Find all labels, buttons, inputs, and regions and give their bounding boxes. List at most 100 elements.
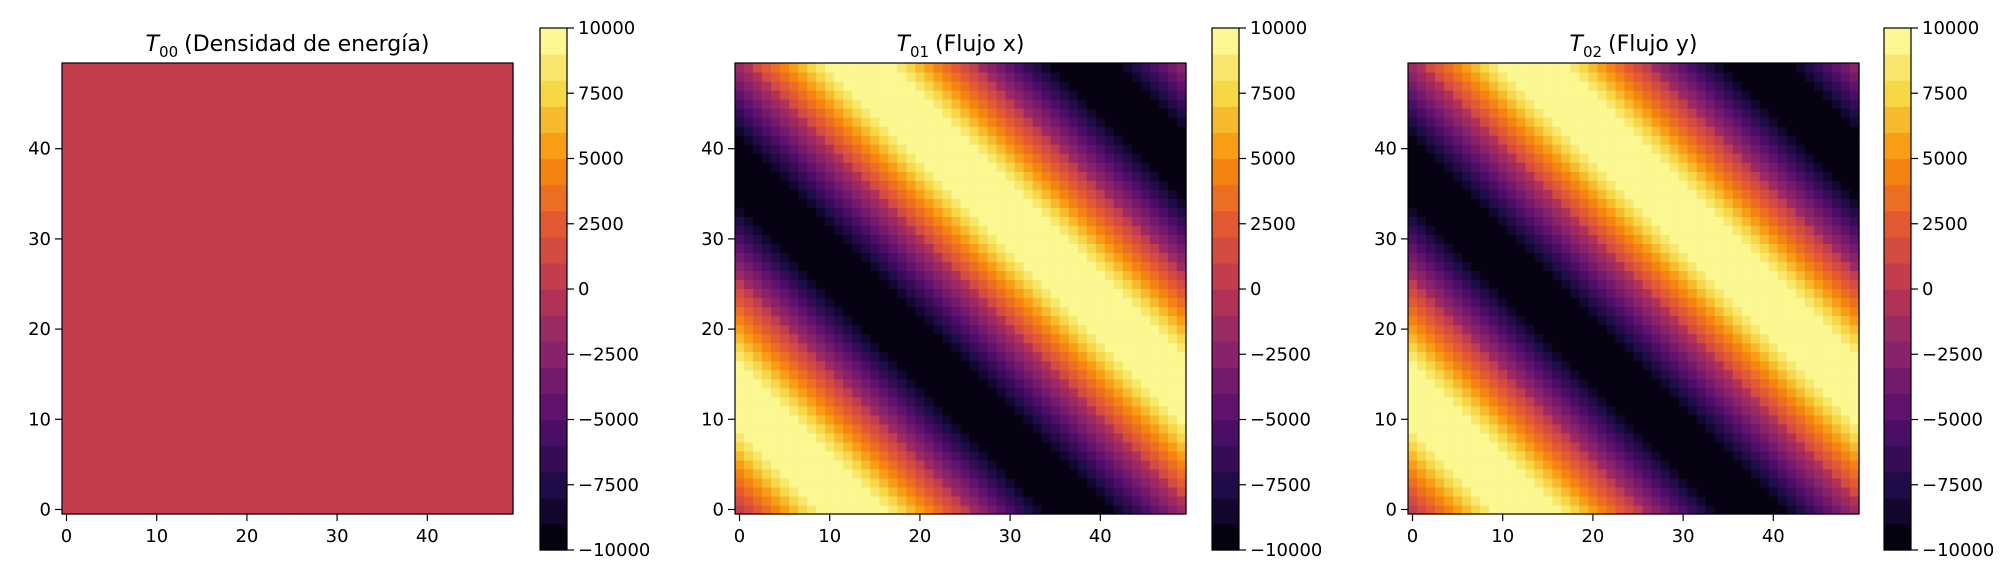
heatmap-cell [834,414,844,425]
heatmap-cell [197,81,207,91]
heatmap-cell [1113,99,1124,109]
heatmap-cell [503,315,514,326]
heatmap-cell [780,387,790,398]
heatmap-cell [269,315,280,326]
heatmap-cell [233,369,243,380]
heatmap-cell [143,351,153,362]
heatmap-cell [1104,270,1115,281]
heatmap-cell [1140,297,1151,308]
heatmap-cell [771,342,781,353]
heatmap-cell [449,171,460,181]
heatmap-cell [1104,486,1115,497]
heatmap-cell [906,333,916,344]
heatmap-cell [960,324,971,335]
heatmap-cell [843,288,853,299]
heatmap-cell [197,234,207,244]
heatmap-cell [1050,108,1061,118]
heatmap-cell [1113,117,1124,127]
heatmap-cell [431,306,442,317]
heatmap-cell [987,432,998,443]
heatmap-cell [107,504,117,515]
heatmap-cell [305,261,316,272]
heatmap-cell [978,450,989,461]
heatmap-cell [350,495,361,506]
heatmap-cell [476,477,487,488]
heatmap-cell [843,504,853,515]
heatmap-cell [323,414,334,425]
heatmap-cell [744,306,754,317]
heatmap-cell [197,144,207,154]
heatmap-cell [386,297,397,308]
heatmap-cell [485,468,496,479]
heatmap-cell [1104,423,1115,434]
heatmap-cell [843,162,853,172]
heatmap-cell [233,405,243,416]
heatmap-cell [152,315,162,326]
heatmap-cell [987,144,998,154]
heatmap-cell [978,324,989,335]
heatmap-cell [807,423,817,434]
heatmap-cell [476,189,487,199]
heatmap-cell [278,72,289,82]
heatmap-cell [251,342,262,353]
panel-t00-heatmap [62,63,514,515]
heatmap-cell [305,504,316,515]
heatmap-cell [1014,243,1025,254]
heatmap-cell [197,378,207,389]
heatmap-cell [1077,306,1088,317]
heatmap-cell [924,108,935,118]
heatmap-cell [1122,198,1133,208]
heatmap-cell [233,252,243,263]
heatmap-cell [735,486,745,497]
heatmap-cell [816,162,826,172]
heatmap-cell [71,450,81,461]
heatmap-cell [305,315,316,326]
heatmap-cell [798,207,808,217]
heatmap-cell [906,189,916,199]
heatmap-cell [1149,486,1160,497]
heatmap-cell [206,135,216,145]
heatmap-cell [1023,144,1034,154]
heatmap-cell [888,369,898,380]
heatmap-cell [735,144,745,154]
heatmap-cell [1158,198,1169,208]
heatmap-cell [278,117,289,127]
heatmap-cell [503,477,514,488]
heatmap-cell [62,333,72,344]
heatmap-cell [852,234,862,244]
heatmap-cell [1005,360,1016,371]
heatmap-cell [816,252,826,263]
heatmap-cell [1095,468,1106,479]
heatmap-cell [143,387,153,398]
heatmap-cell [888,459,898,470]
heatmap-cell [978,342,989,353]
heatmap-cell [1014,342,1025,353]
heatmap-cell [1086,432,1097,443]
heatmap-cell [1032,261,1043,272]
heatmap-cell [206,387,216,398]
heatmap-cell [744,315,754,326]
heatmap-cell [134,486,144,497]
heatmap-cell [278,126,289,136]
heatmap-cell [242,504,253,515]
heatmap-cell [467,108,478,118]
heatmap-cell [359,198,370,208]
heatmap-cell [1131,414,1142,425]
heatmap-cell [431,135,442,145]
heatmap-cell [771,189,781,199]
heatmap-cell [134,261,144,272]
heatmap-cell [1068,126,1079,136]
heatmap-cell [762,468,772,479]
heatmap-cell [807,459,817,470]
heatmap-cell [278,441,289,452]
heatmap-cell [143,180,153,190]
heatmap-cell [933,351,944,362]
heatmap-cell [1122,486,1133,497]
heatmap-cell [116,234,126,244]
heatmap-cell [197,270,207,281]
heatmap-cell [951,468,962,479]
heatmap-cell [1068,495,1079,506]
heatmap-cell [1167,261,1178,272]
heatmap-cell [960,171,971,181]
heatmap-cell [735,297,745,308]
